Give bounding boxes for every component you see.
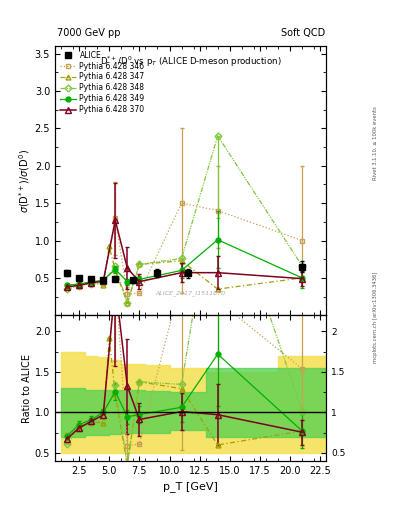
X-axis label: p_T [GeV]: p_T [GeV] xyxy=(163,481,218,492)
Text: ALICE_2017_I1511870: ALICE_2017_I1511870 xyxy=(156,291,226,296)
Text: mcplots.cern.ch [arXiv:1306.3436]: mcplots.cern.ch [arXiv:1306.3436] xyxy=(373,272,378,363)
Legend: ALICE, Pythia 6.428 346, Pythia 6.428 347, Pythia 6.428 348, Pythia 6.428 349, P: ALICE, Pythia 6.428 346, Pythia 6.428 34… xyxy=(58,49,146,116)
Text: Rivet 3.1.10, ≥ 100k events: Rivet 3.1.10, ≥ 100k events xyxy=(373,106,378,180)
Text: Soft QCD: Soft QCD xyxy=(281,28,325,38)
Y-axis label: Ratio to ALICE: Ratio to ALICE xyxy=(22,354,32,422)
Text: D$^{*+}$/D$^0$ vs p$_T$ (ALICE D-meson production): D$^{*+}$/D$^0$ vs p$_T$ (ALICE D-meson p… xyxy=(100,54,281,69)
Text: 7000 GeV pp: 7000 GeV pp xyxy=(57,28,121,38)
Y-axis label: $\sigma$(D$^{*+}$)/$\sigma$(D$^0$): $\sigma$(D$^{*+}$)/$\sigma$(D$^0$) xyxy=(17,148,32,212)
